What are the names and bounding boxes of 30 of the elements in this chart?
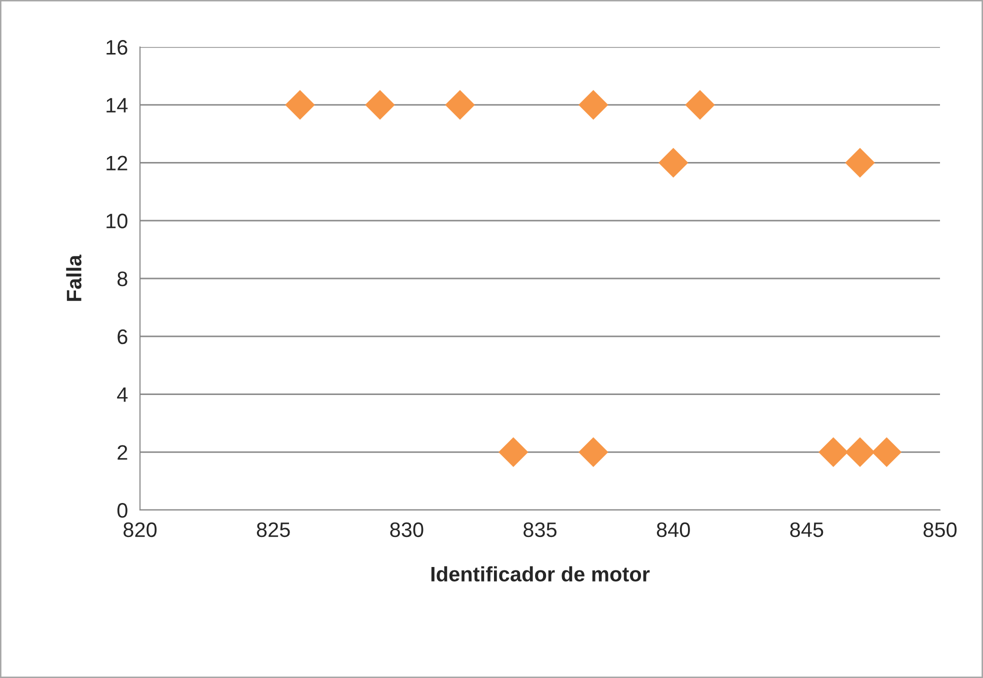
x-tick-label: 825	[256, 522, 290, 538]
point	[365, 90, 395, 120]
point	[658, 148, 688, 178]
point	[285, 90, 315, 120]
point	[818, 437, 848, 468]
x-tick-label: 850	[924, 522, 957, 538]
x-tick-label: 840	[656, 522, 690, 538]
y-tick-label: 0	[117, 503, 128, 518]
point	[445, 90, 475, 120]
y-tick-label: 14	[106, 98, 128, 112]
point	[872, 437, 902, 468]
y-tick-label: 2	[118, 445, 128, 460]
y-tick-label: 10	[106, 214, 128, 228]
point	[578, 437, 608, 468]
x-tick-label: 820	[124, 522, 157, 538]
x-tick-label: 830	[390, 522, 424, 538]
point	[845, 148, 875, 178]
y-tick-label: 6	[118, 329, 128, 344]
y-tick-label: 12	[106, 156, 128, 170]
point	[685, 90, 715, 120]
y-tick-label: 8	[118, 272, 128, 286]
point	[845, 437, 875, 468]
y-tick-label: 4	[117, 387, 128, 402]
y-axis-title: Falla	[66, 254, 82, 301]
x-tick-label: 845	[790, 522, 824, 538]
x-tick-label: 835	[524, 522, 557, 538]
point	[498, 437, 528, 468]
x-axis-title: Identificador de motor	[431, 566, 650, 582]
y-tick-label: 16	[106, 40, 128, 55]
point	[578, 90, 608, 120]
